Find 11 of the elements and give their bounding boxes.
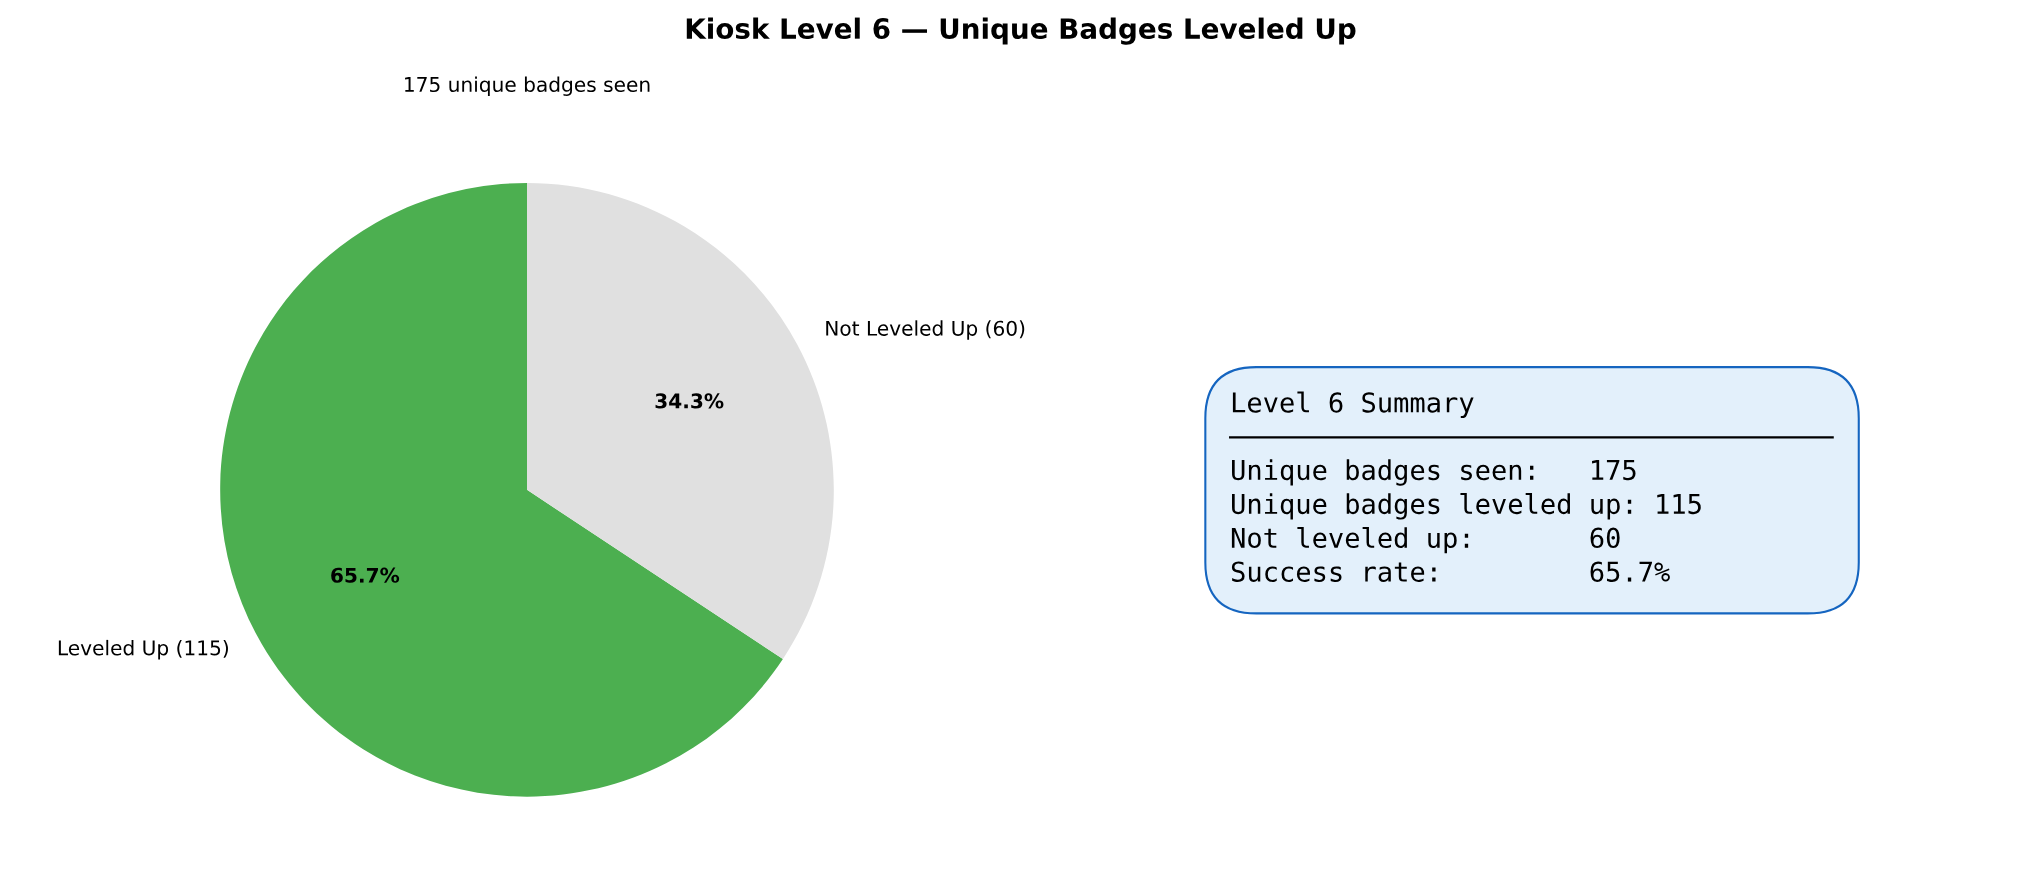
slice-label: Not Leveled Up (60) — [826, 320, 1025, 340]
text: Unique badges leveled up: 115 — [1232, 493, 1701, 520]
chart-subtitle: 175 unique badges seen — [405, 76, 650, 96]
text: Unique badges seen: 175 — [1232, 459, 1636, 486]
text: Not leveled up: 60 — [1231, 526, 1620, 554]
text: Success rate: 65.7% — [1231, 561, 1670, 582]
chart-title: Kiosk Level 6 — Unique Badges Leveled Up — [686, 17, 1356, 45]
text: Level 6 Summary — [1232, 391, 1474, 418]
data-label: 34.3% — [655, 393, 724, 409]
slice-label: Leveled Up (115) — [58, 639, 228, 660]
data-label: 65.7% — [331, 567, 400, 583]
